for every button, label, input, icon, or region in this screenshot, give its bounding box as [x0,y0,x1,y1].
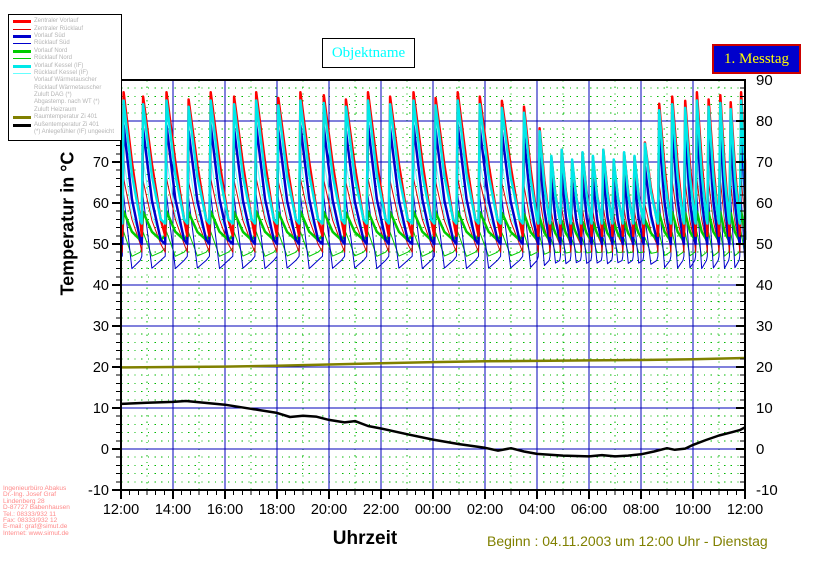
legend-item-label: Außentemperatur Zi 401 [34,121,100,128]
address-line: Lindenberg 28 [3,497,45,505]
legend-item-label: Zentraler Vorlauf [34,18,79,25]
series-au-entemperatur-zi-401 [120,399,746,458]
legend-line-sample [13,116,31,120]
legend-item: Außentemperatur Zi 401 [13,121,119,128]
y-tick-label-right: 40 [756,277,773,294]
y-tick-label-left: 70 [93,155,109,171]
y-tick-label-left: 30 [93,319,109,335]
legend-item: Zentraler Vorlauf [13,18,119,25]
legend-item-label: Zentraler Rücklauf [34,25,84,32]
legend-line-sample [13,34,31,38]
legend-item: Raumtemperatur Zi 401 [13,114,119,121]
y-tick-label-right: 50 [756,236,773,253]
legend-line-sample [13,20,31,24]
legend-item-label: Abgastemp. nach WT (*) [34,99,100,106]
address-line: Tel.: 08333/932 11 [3,510,57,518]
measurement-start-text: Beginn : 04.11.2003 um 12:00 Uhr - Diens… [487,533,768,549]
address-line: D-87727 Babenhausen [3,504,70,512]
legend-item: (*) Anlegefühler (IF) ungeeicht [13,129,119,136]
x-tick-label: 06:00 [571,502,607,518]
address-line: Ingenieurbüro Abakus [3,485,67,492]
legend-line-sample [13,28,31,30]
y-tick-label-left: 20 [93,360,109,376]
legend-item: Vorlauf Süd [13,33,119,40]
address-line: Fax: 08333/932 12 [3,517,58,525]
legend-line-sample [13,58,31,60]
address-block: Ingenieurbüro Abakus Dr.-Ing. Josef Graf L… [3,485,113,537]
messtag-button[interactable]: 1. Messtag [712,44,801,74]
address-line: Internet: www.simut.de [3,529,69,537]
objektname-box: Objektname [322,38,415,68]
y-tick-label-left: 60 [93,196,109,212]
legend-line-sample [13,64,31,68]
y-tick-label-right: 80 [756,113,773,130]
legend-item-label: Raumtemperatur Zi 401 [34,114,98,121]
legend-line-sample [13,49,31,53]
legend-item: Vorlauf Kessel (IF) [13,62,119,69]
x-tick-label: 12:00 [103,502,139,518]
legend-item: Vorlauf Wärmetauscher [13,77,119,84]
legend-item-label: Vorlauf Süd [34,32,66,39]
legend-item-label: Rücklauf Wärmetauscher [34,84,102,91]
legend-item: Rücklauf Wärmetauscher [13,85,119,92]
messtag-label: 1. Messtag [724,50,789,67]
legend-item: Rücklauf Nord [13,55,119,62]
address-line: E-mail: graf@simut.de [3,523,68,531]
legend-item: Rücklauf Kessel (IF) [13,70,119,77]
legend-item: Vorlauf Nord [13,48,119,55]
legend-item-label: Rücklauf Nord [34,55,73,62]
legend-item: Zentraler Rücklauf [13,25,119,32]
y-tick-label-right: 0 [756,441,764,458]
address-line: Dr.-Ing. Josef Graf [3,491,57,499]
x-tick-label: 20:00 [311,502,347,518]
y-tick-label-right: 60 [756,195,773,212]
y-tick-label-left: 50 [93,237,109,253]
x-tick-label: 02:00 [467,502,503,518]
y-tick-label-left: -10 [88,483,109,499]
x-axis-title: Uhrzeit [332,528,398,549]
y-tick-label-right: 70 [756,154,773,171]
y-tick-label-left: 0 [101,442,109,458]
y-tick-label-left: 40 [93,278,109,294]
x-tick-label: 16:00 [207,502,243,518]
legend-line-sample [13,123,31,127]
legend-line-sample [13,72,31,74]
x-tick-label: 14:00 [155,502,191,518]
legend-item-label: Vorlauf Nord [34,47,68,54]
y-tick-label-right: 10 [756,400,773,417]
x-tick-label: 22:00 [363,502,399,518]
x-tick-label: 10:00 [675,502,711,518]
legend-item-label: Vorlauf Kessel (IF) [34,62,84,69]
legend-item: Abgastemp. nach WT (*) [13,99,119,106]
y-tick-label-right: -10 [756,482,778,499]
series-vorlauf-kessel-if- [121,99,747,225]
x-tick-label: 18:00 [259,502,295,518]
legend-item-label: Rücklauf Süd [34,40,70,47]
y-tick-label-right: 30 [756,318,773,335]
legend: Zentraler Vorlauf Zentraler Rücklauf Vorla… [8,14,122,141]
legend-item: Zuluft DAG (*) [13,92,119,99]
y-tick-label-right: 90 [756,72,773,89]
legend-line-sample [13,43,31,45]
y-tick-label-right: 20 [756,359,773,376]
legend-item-label: Vorlauf Wärmetauscher [34,77,97,84]
legend-item: Rücklauf Süd [13,40,119,47]
legend-item-label: Zuluft Heizraum [34,106,77,113]
x-tick-label: 08:00 [623,502,659,518]
y-tick-label-left: 10 [93,401,109,417]
legend-item-label: Zuluft DAG (*) [34,92,72,99]
legend-item-label: (*) Anlegefühler (IF) ungeeicht [34,129,115,136]
objektname-label: Objektname [331,44,406,61]
series-raumtemperatur-zi-401 [120,356,746,369]
x-tick-label: 04:00 [519,502,555,518]
y-axis-title: Temperatur in °C [57,151,78,296]
legend-item-label: Rücklauf Kessel (IF) [34,69,89,76]
legend-item: Zuluft Heizraum [13,107,119,114]
x-tick-label: 12:00 [727,502,763,518]
x-tick-label: 00:00 [415,502,451,518]
